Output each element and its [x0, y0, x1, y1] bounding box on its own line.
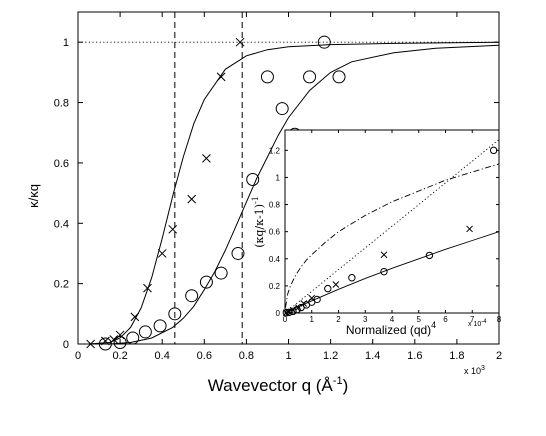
- inset-y-tick-label: 0.8: [269, 201, 281, 210]
- inset-circle-point: [324, 284, 332, 293]
- inset-cross-stroke: [308, 294, 316, 302]
- inset-cross-stroke: [466, 225, 473, 233]
- main-circle-point: [138, 325, 152, 339]
- main-x-tick-label: 2: [496, 350, 502, 362]
- inset-x-axis-label: Normalized (qd)4: [346, 320, 436, 337]
- main-circle-point: [317, 35, 331, 49]
- inset-curve-2: [285, 231, 499, 313]
- main-cross-point: [202, 154, 211, 163]
- inset-x-tick-label: 4: [390, 315, 395, 324]
- main-circle-point: [246, 173, 260, 187]
- main-x-tick-label: 0: [75, 350, 81, 362]
- inset-x-tick-label: 1: [310, 315, 315, 324]
- inset-curve-3: [285, 139, 499, 313]
- main-x-tick-label: 1.8: [449, 350, 464, 362]
- inset-cross-point: [380, 251, 388, 259]
- main-cross-stroke: [168, 224, 178, 234]
- main-circle-point: [332, 70, 346, 84]
- main-cross-point: [157, 249, 167, 258]
- main-cross-stroke: [202, 154, 211, 163]
- inset-x-tick-label: 8: [497, 315, 502, 324]
- main-y-tick-label: 0: [63, 339, 69, 351]
- main-x-tick-label: 0.2: [112, 350, 127, 362]
- inset-cross-point: [332, 281, 340, 288]
- inset-circle-point: [380, 267, 388, 276]
- main-circle-point: [275, 102, 289, 116]
- main-x-tick-label: 0.8: [239, 350, 254, 362]
- inset-x-tick-label: 7: [470, 315, 475, 324]
- inset-y-tick-label: 0.2: [269, 282, 281, 291]
- inset-y-tick-label: 1.2: [269, 146, 281, 155]
- inset-curve-4: [285, 163, 499, 308]
- inset-circle-point: [348, 274, 356, 282]
- main-y-tick-label: 0.4: [54, 218, 69, 230]
- main-y-tick-label: 1: [63, 37, 69, 49]
- inset-y-tick-label: 0: [276, 309, 281, 318]
- axis-labels: Wavevector q (Å-1) κ/κq x 103 Normalized…: [26, 184, 487, 395]
- main-x-tick-label: 0.4: [155, 350, 170, 362]
- inset-plot: 0 1 2 3 4 5 6 7 8 0 0.2 0.4 0.6 0.8 1 1.2: [269, 129, 502, 324]
- main-x-tick-label: 1.6: [407, 350, 422, 362]
- main-circle-point: [185, 289, 199, 303]
- main-x-tick-label: 1.4: [365, 350, 380, 362]
- main-y-tick-label: 0.6: [54, 158, 69, 170]
- main-cross-point: [143, 283, 152, 293]
- main-circle-point: [231, 246, 245, 260]
- inset-y-tick-label: 1: [276, 173, 281, 182]
- main-y-axis-label: κ/κq: [26, 184, 41, 208]
- inset-cross-stroke: [332, 281, 340, 288]
- inset-cross-stroke: [380, 251, 388, 259]
- main-cross-stroke: [157, 249, 167, 258]
- main-cross-point: [168, 224, 178, 234]
- main-x-axis-label: Wavevector q (Å-1): [208, 375, 348, 395]
- main-x-tick-label: 0.6: [197, 350, 212, 362]
- main-y-tick-label: 0.2: [54, 279, 69, 291]
- main-curve-2: [88, 41, 499, 344]
- main-curve-3: [109, 44, 499, 344]
- inset-x-tick-label: 5: [417, 315, 422, 324]
- inset-x-tick-label: 0: [283, 315, 288, 324]
- inset-x-tick-label: 6: [443, 315, 448, 324]
- inset-plot-frame: [284, 129, 500, 314]
- inset-cross-point: [466, 225, 473, 233]
- main-circle-point: [260, 70, 274, 84]
- inset-x-tick-label: 3: [363, 315, 368, 324]
- main-circle-point: [126, 331, 140, 345]
- inset-circle-point: [489, 146, 498, 155]
- inset-circle-point: [425, 251, 434, 260]
- main-circle-point: [153, 319, 167, 333]
- inset-x-multiplier: x 10-4: [468, 319, 487, 328]
- main-cross-point: [187, 194, 197, 204]
- main-x-tick-label: 1.2: [323, 350, 338, 362]
- main-cross-stroke: [235, 37, 245, 47]
- main-x-tick-label: 1: [285, 350, 291, 362]
- main-circle-point: [214, 266, 228, 280]
- inset-y-axis-label: (κq/κ-1)-1: [251, 196, 266, 248]
- main-y-tick-label: 0.8: [54, 98, 69, 110]
- inset-x-tick-label: 2: [336, 315, 341, 324]
- inset-y-tick-label: 0.4: [269, 255, 281, 264]
- main-x-multiplier: x 103: [464, 365, 485, 376]
- main-circle-point: [168, 307, 182, 321]
- main-cross-stroke: [187, 194, 197, 204]
- main-circle-point: [199, 275, 213, 289]
- inset-y-tick-label: 0.6: [269, 228, 281, 237]
- main-cross-stroke: [143, 283, 152, 293]
- main-cross-point: [235, 37, 245, 47]
- main-circle-point: [303, 70, 317, 84]
